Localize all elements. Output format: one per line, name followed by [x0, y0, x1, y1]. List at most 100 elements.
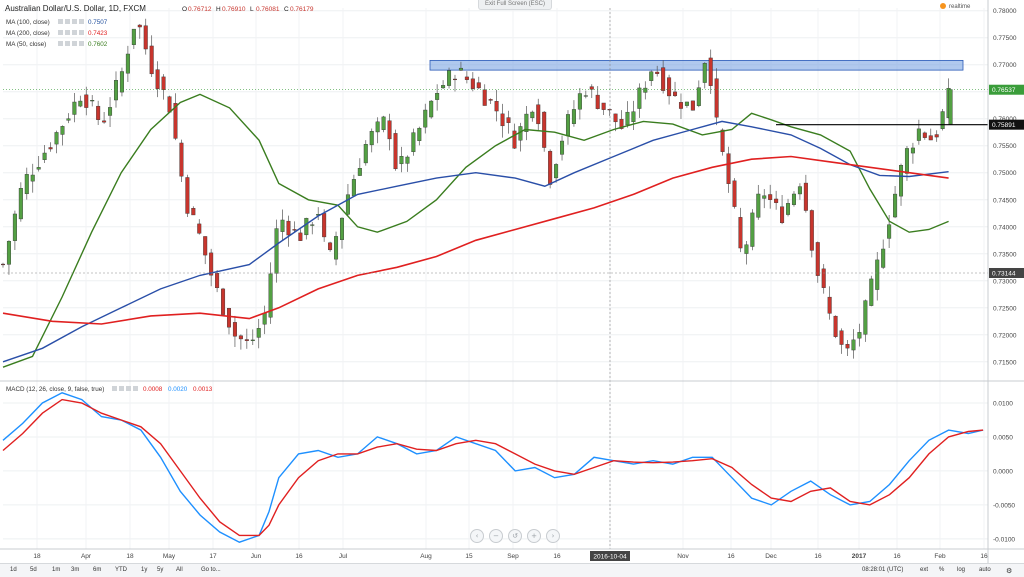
macd-value: 0.0020 [168, 386, 188, 393]
indicator-control-icon[interactable] [65, 41, 70, 46]
candle-body [399, 156, 404, 165]
candle-body [393, 133, 398, 170]
zoom-out-icon[interactable]: − [489, 529, 503, 543]
indicator-control-icon[interactable] [79, 41, 84, 46]
candle-body [113, 80, 118, 101]
time-tick-label: 18 [33, 553, 41, 560]
candle-body [405, 156, 410, 164]
candle-body [470, 78, 475, 89]
candle-body [131, 28, 136, 45]
candle-body [482, 89, 487, 106]
indicator-control-icon[interactable] [65, 30, 70, 35]
candle-body [548, 150, 553, 185]
candle-body [863, 300, 868, 335]
candle-body [530, 111, 535, 119]
candle-body [334, 236, 339, 260]
scale-toggle-auto[interactable]: auto [979, 567, 991, 573]
candle-body [197, 223, 202, 234]
price-axis[interactable]: 0.780000.775000.770000.765000.760000.755… [993, 8, 1017, 366]
candle-body [328, 242, 333, 251]
candle-body [72, 101, 77, 115]
time-tick-label: Sep [507, 553, 519, 560]
macd-control-icon[interactable] [112, 386, 117, 391]
candle-body [625, 111, 630, 126]
candle-body [845, 344, 850, 349]
zoom-in-icon[interactable]: + [527, 529, 541, 543]
macd-control-icon[interactable] [126, 386, 131, 391]
indicator-control-icon[interactable] [72, 19, 77, 24]
time-axis[interactable]: 18 Apr 18 May 17 Jun 16 Jul Aug 15 Sep 16 Nov 16 Dec 16… [33, 553, 988, 560]
indicator-control-icon[interactable] [79, 30, 84, 35]
scroll-left-icon[interactable]: ‹ [470, 529, 484, 543]
range-button-3m[interactable]: 3m [71, 567, 80, 573]
macd-value: 0.0013 [193, 386, 213, 393]
candle-body [673, 91, 678, 97]
current-price-text: 0.76537 [992, 87, 1016, 94]
settings-gear-icon[interactable]: ⚙ [1006, 568, 1013, 575]
indicator-control-icon[interactable] [72, 41, 77, 46]
ohlc-value: 0.76712 [188, 6, 212, 13]
range-button-5d[interactable]: 5d [30, 567, 37, 573]
time-tick-label: 16 [893, 553, 901, 560]
indicator-control-icon[interactable] [58, 19, 63, 24]
price-tick-label: 0.75500 [993, 143, 1017, 150]
candle-body [286, 220, 291, 236]
indicator-control-icon[interactable] [58, 30, 63, 35]
macd-control-icon[interactable] [133, 386, 138, 391]
macd-control-icon[interactable] [119, 386, 124, 391]
indicator-control-icon[interactable] [72, 30, 77, 35]
time-tick-label: 16 [814, 553, 822, 560]
candle-body [631, 111, 636, 123]
range-button-1d[interactable]: 1d [10, 567, 17, 573]
price-tick-label: 0.75000 [993, 170, 1017, 177]
candle-body [387, 120, 392, 140]
indicator-control-icon[interactable] [79, 19, 84, 24]
exit-fullscreen-tag[interactable]: Exit Full Screen (ESC) [478, 0, 553, 10]
range-button-1y[interactable]: 1y [141, 567, 148, 573]
macd-legend: MACD (12, 26, close, 9, false, true) 0.00… [6, 386, 213, 393]
candle-body [209, 252, 214, 276]
indicator-legend: MA (100, close) 0.7507 MA (200, close) 0.74… [6, 19, 108, 48]
candle-body [571, 109, 576, 124]
price-tick-label: 0.74000 [993, 224, 1017, 231]
scroll-right-icon[interactable]: › [546, 529, 560, 543]
macd-axis[interactable]: 0.0100 0.0050 0.0000 -0.0050 -0.0100 [993, 400, 1015, 543]
candle-body [791, 193, 796, 205]
macd-value: 0.0008 [143, 386, 163, 393]
scale-toggle-ext[interactable]: ext [920, 567, 929, 573]
candle-body [488, 99, 493, 101]
range-button-ytd[interactable]: YTD [115, 567, 127, 573]
range-button-5y[interactable]: 5y [157, 567, 164, 573]
scale-toggle-percent[interactable]: % [939, 567, 945, 573]
candle-body [304, 217, 309, 236]
range-button-1m[interactable]: 1m [52, 567, 61, 573]
indicator-control-icon[interactable] [58, 41, 63, 46]
candle-body [357, 168, 362, 176]
candle-body [36, 167, 41, 170]
range-button-6m[interactable]: 6m [93, 567, 102, 573]
candle-body [96, 105, 101, 120]
candle-body [351, 179, 356, 197]
candle-body [435, 93, 440, 100]
candle-body [280, 219, 285, 232]
resistance-zone [429, 59, 964, 71]
price-tick-label: 0.77000 [993, 62, 1017, 69]
candle-body [774, 198, 779, 203]
range-button-all[interactable]: All [176, 567, 183, 573]
range-button-goto[interactable]: Go to... [201, 567, 221, 573]
candle-body [256, 328, 261, 338]
time-tick-label: Nov [677, 553, 689, 560]
candle-body [381, 116, 386, 130]
candle-body [768, 194, 773, 200]
candle-body [322, 213, 327, 238]
indicator-control-icon[interactable] [65, 19, 70, 24]
candle-body [702, 63, 707, 83]
time-tick-label: 16 [295, 553, 303, 560]
candle-body [857, 332, 862, 339]
reset-icon[interactable]: ↺ [508, 529, 522, 543]
scale-toggle-log[interactable]: log [957, 567, 966, 573]
candle-body [238, 335, 243, 340]
candle-body [809, 210, 814, 251]
indicator-label: MA (50, close) [6, 41, 46, 48]
candle-body [137, 24, 142, 28]
